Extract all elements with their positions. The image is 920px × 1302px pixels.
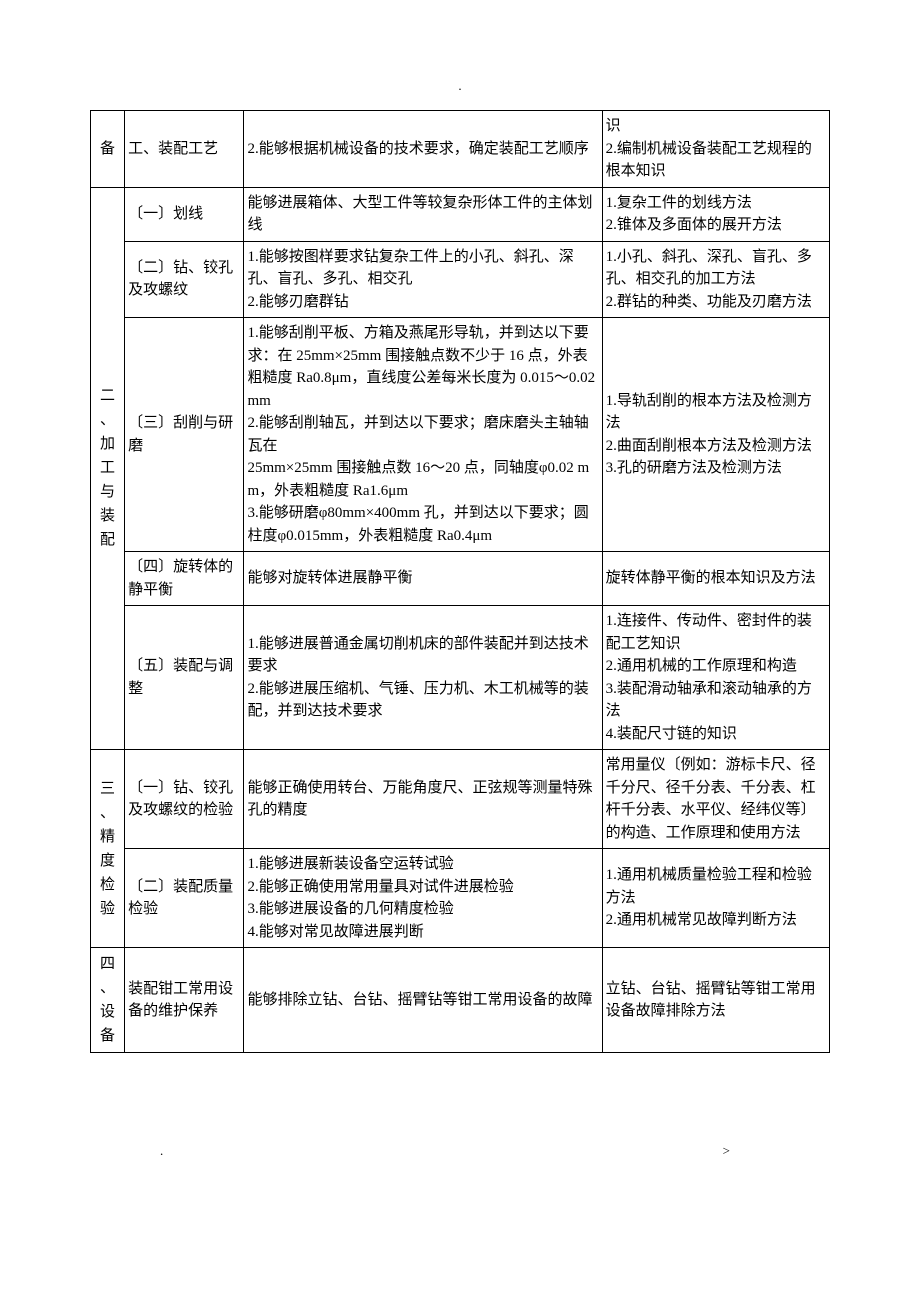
subcategory-cell: 〔一〕钻、铰孔及攻螺纹的检验 (125, 750, 244, 849)
subcategory-cell: 〔一〕划线 (125, 187, 244, 241)
table-row: 〔三〕刮削与研磨 1.能够刮削平板、方箱及燕尾形导轨，并到达以下要求：在 25m… (91, 318, 830, 552)
footer-left-mark: . (90, 1143, 163, 1159)
standards-table: 备 工、装配工艺 2.能够根据机械设备的技术要求，确定装配工艺顺序 识2.编制机… (90, 110, 830, 1053)
knowledge-cell: 立钻、台钻、摇臂钻等钳工常用设备故障排除方法 (602, 948, 829, 1053)
table-row: 备 工、装配工艺 2.能够根据机械设备的技术要求，确定装配工艺顺序 识2.编制机… (91, 111, 830, 188)
skill-cell: 能够进展箱体、大型工件等较复杂形体工件的主体划线 (244, 187, 602, 241)
header-mark: . (458, 78, 461, 94)
knowledge-cell: 常用量仪〔例如：游标卡尺、径千分尺、径千分表、千分表、杠杆千分表、水平仪、经纬仪… (602, 750, 829, 849)
knowledge-cell: 1.小孔、斜孔、深孔、盲孔、多孔、相交孔的加工方法2.群钻的种类、功能及刃磨方法 (602, 241, 829, 318)
subcategory-cell: 〔四〕旋转体的静平衡 (125, 552, 244, 606)
skill-cell: 1.能够按图样要求钻复杂工件上的小孔、斜孔、深孔、盲孔、多孔、相交孔2.能够刃磨… (244, 241, 602, 318)
knowledge-cell: 识2.编制机械设备装配工艺规程的根本知识 (602, 111, 829, 188)
knowledge-cell: 旋转体静平衡的根本知识及方法 (602, 552, 829, 606)
skill-cell: 能够对旋转体进展静平衡 (244, 552, 602, 606)
subcategory-cell: 〔二〕钻、铰孔及攻螺纹 (125, 241, 244, 318)
category-cell: 三、精度检验 (91, 750, 125, 948)
table-row: 四、设备 装配钳工常用设备的维护保养 能够排除立钻、台钻、摇臂钻等钳工常用设备的… (91, 948, 830, 1053)
table-row: 〔二〕装配质量检验 1.能够进展新装设备空运转试验2.能够正确使用常用量具对试件… (91, 849, 830, 948)
table-row: 〔四〕旋转体的静平衡 能够对旋转体进展静平衡 旋转体静平衡的根本知识及方法 (91, 552, 830, 606)
table-row: 三、精度检验 〔一〕钻、铰孔及攻螺纹的检验 能够正确使用转台、万能角度尺、正弦规… (91, 750, 830, 849)
category-cell: 备 (91, 111, 125, 188)
table-row: 〔五〕装配与调整 1.能够进展普通金属切削机床的部件装配并到达技术要求2.能够进… (91, 606, 830, 750)
table-row: 二、加工与装配 〔一〕划线 能够进展箱体、大型工件等较复杂形体工件的主体划线 1… (91, 187, 830, 241)
category-cell: 二、加工与装配 (91, 187, 125, 750)
subcategory-cell: 工、装配工艺 (125, 111, 244, 188)
category-cell: 四、设备 (91, 948, 125, 1053)
skill-cell: 1.能够进展普通金属切削机床的部件装配并到达技术要求2.能够进展压缩机、气锤、压… (244, 606, 602, 750)
subcategory-cell: 〔二〕装配质量检验 (125, 849, 244, 948)
skill-cell: 能够正确使用转台、万能角度尺、正弦规等测量特殊孔的精度 (244, 750, 602, 849)
page-container: . 备 工、装配工艺 2.能够根据机械设备的技术要求，确定装配工艺顺序 识2.编… (0, 0, 920, 1113)
knowledge-cell: 1.连接件、传动件、密封件的装配工艺知识2.通用机械的工作原理和构造3.装配滑动… (602, 606, 829, 750)
knowledge-cell: 1.导轨刮削的根本方法及检测方法2.曲面刮削根本方法及检测方法3.孔的研磨方法及… (602, 318, 829, 552)
skill-cell: 1.能够进展新装设备空运转试验2.能够正确使用常用量具对试件进展检验3.能够进展… (244, 849, 602, 948)
page-footer: . > (0, 1143, 920, 1159)
subcategory-cell: 装配钳工常用设备的维护保养 (125, 948, 244, 1053)
skill-cell: 能够排除立钻、台钻、摇臂钻等钳工常用设备的故障 (244, 948, 602, 1053)
knowledge-cell: 1.通用机械质量检验工程和检验方法2.通用机械常见故障判断方法 (602, 849, 829, 948)
table-row: 〔二〕钻、铰孔及攻螺纹 1.能够按图样要求钻复杂工件上的小孔、斜孔、深孔、盲孔、… (91, 241, 830, 318)
subcategory-cell: 〔五〕装配与调整 (125, 606, 244, 750)
skill-cell: 2.能够根据机械设备的技术要求，确定装配工艺顺序 (244, 111, 602, 188)
subcategory-cell: 〔三〕刮削与研磨 (125, 318, 244, 552)
skill-cell: 1.能够刮削平板、方箱及燕尾形导轨，并到达以下要求：在 25mm×25mm 围接… (244, 318, 602, 552)
knowledge-cell: 1.复杂工件的划线方法2.锥体及多面体的展开方法 (602, 187, 829, 241)
footer-right-mark: > (723, 1143, 830, 1159)
